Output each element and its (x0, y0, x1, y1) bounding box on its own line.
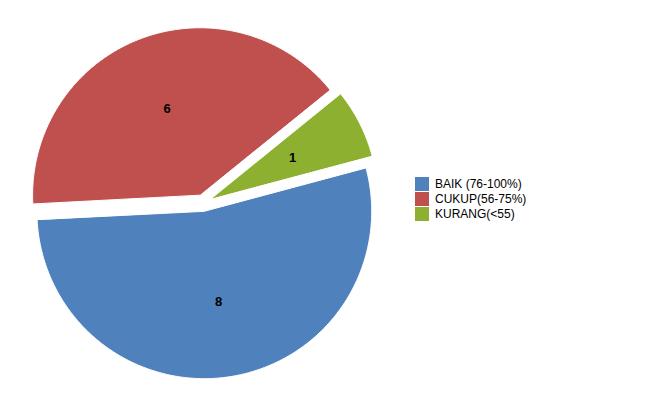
svg-text:6: 6 (163, 101, 170, 116)
svg-text:1: 1 (289, 150, 296, 165)
html-text:CUKUP(56-75%): CUKUP(56-75%) (435, 192, 527, 206)
svg-text:8: 8 (215, 294, 222, 309)
html-text:KURANG(<55): KURANG(<55) (435, 207, 515, 221)
html-text:BAIK (76-100%): BAIK (76-100%) (435, 177, 522, 191)
